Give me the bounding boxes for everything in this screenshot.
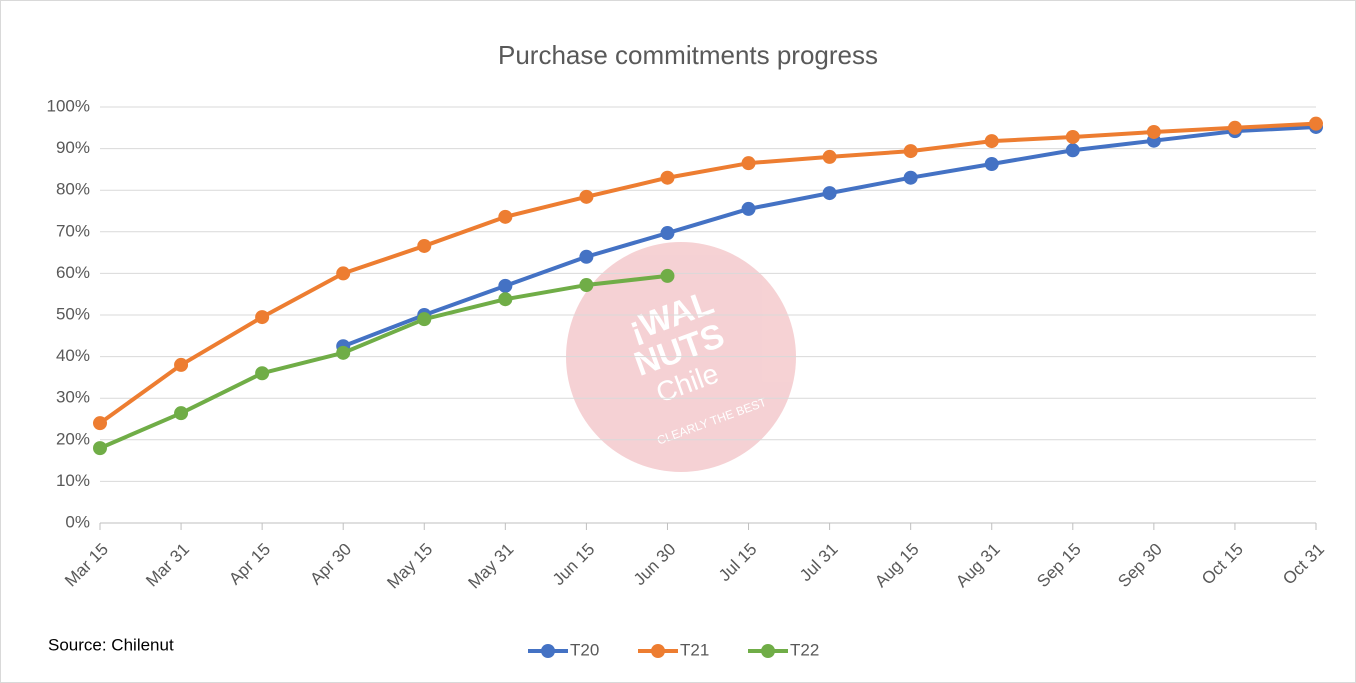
y-tick-label: 60% bbox=[56, 263, 90, 282]
data-point bbox=[1065, 143, 1080, 158]
data-point bbox=[1309, 116, 1323, 131]
data-point bbox=[660, 170, 675, 185]
y-tick-label: 70% bbox=[56, 221, 90, 240]
y-tick-label: 80% bbox=[56, 180, 90, 199]
y-tick-label: 50% bbox=[56, 304, 90, 323]
data-point bbox=[255, 366, 270, 381]
chart-title: Purchase commitments progress bbox=[498, 40, 878, 70]
data-point bbox=[579, 189, 594, 204]
data-point bbox=[498, 292, 513, 307]
legend-marker bbox=[541, 644, 555, 658]
data-point bbox=[741, 201, 756, 216]
data-point bbox=[417, 312, 432, 327]
data-point bbox=[660, 226, 675, 241]
data-point bbox=[498, 278, 513, 293]
data-point bbox=[93, 416, 107, 431]
data-point bbox=[336, 266, 351, 281]
data-point bbox=[984, 156, 999, 171]
series-line bbox=[99, 273, 668, 450]
data-point bbox=[822, 186, 837, 201]
data-point bbox=[174, 357, 189, 372]
data-point bbox=[903, 170, 918, 185]
legend-label: T20 bbox=[570, 640, 599, 659]
data-point bbox=[174, 406, 189, 421]
legend-label: T22 bbox=[790, 640, 819, 659]
data-point bbox=[579, 249, 594, 264]
y-tick-label: 0% bbox=[65, 512, 90, 531]
data-point bbox=[984, 134, 999, 149]
data-point bbox=[417, 238, 432, 253]
legend-marker bbox=[761, 644, 775, 658]
data-point bbox=[741, 156, 756, 171]
y-tick-label: 40% bbox=[56, 346, 90, 365]
data-point bbox=[93, 441, 107, 456]
data-point bbox=[822, 149, 837, 164]
y-tick-label: 100% bbox=[47, 96, 90, 115]
data-point bbox=[255, 310, 270, 325]
data-point bbox=[1227, 120, 1242, 135]
data-point bbox=[660, 268, 675, 283]
series-line bbox=[98, 121, 1317, 425]
data-point bbox=[1065, 129, 1080, 144]
data-point bbox=[1146, 124, 1161, 139]
data-point bbox=[579, 278, 594, 293]
data-point bbox=[498, 209, 513, 224]
y-tick-label: 20% bbox=[56, 429, 90, 448]
legend-marker bbox=[651, 644, 665, 658]
data-point bbox=[903, 144, 918, 159]
y-tick-label: 10% bbox=[56, 471, 90, 490]
legend-label: T21 bbox=[680, 640, 709, 659]
y-tick-label: 90% bbox=[56, 138, 90, 157]
data-point bbox=[336, 345, 351, 360]
y-tick-label: 30% bbox=[56, 388, 90, 407]
source-note: Source: Chilenut bbox=[48, 635, 174, 654]
